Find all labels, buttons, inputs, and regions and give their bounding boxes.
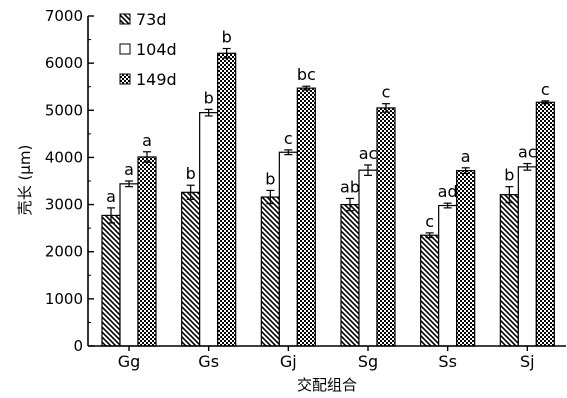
y-tick-label: 7000	[45, 7, 83, 25]
significance-label: b	[186, 164, 196, 183]
y-tick-label: 6000	[45, 54, 83, 72]
x-tick-label: Gg	[118, 352, 141, 371]
bar	[535, 101, 555, 347]
y-tick-label: 0	[73, 337, 83, 355]
significance-label: b	[222, 28, 232, 47]
significance-label: ad	[438, 182, 458, 201]
bar	[296, 87, 316, 347]
x-tick-label: Sg	[358, 352, 378, 371]
legend-label: 149d	[136, 70, 177, 89]
y-tick-label: 3000	[45, 196, 83, 214]
significance-label: c	[284, 129, 293, 148]
significance-label: a	[124, 160, 134, 179]
x-tick-label: Ss	[438, 352, 457, 371]
bar	[456, 170, 476, 347]
x-tick-label: Gj	[280, 352, 297, 371]
bar	[137, 156, 157, 347]
bar	[260, 196, 280, 347]
significance-label: c	[382, 83, 391, 102]
bar	[438, 204, 458, 347]
bar	[181, 191, 201, 347]
x-tick-label: Gs	[198, 352, 219, 371]
y-tick-label: 5000	[45, 101, 83, 119]
y-tick-label: 4000	[45, 148, 83, 166]
legend-label: 73d	[136, 10, 167, 29]
significance-label: bc	[297, 65, 316, 84]
y-axis-title: 壳长 (μm)	[16, 145, 34, 216]
bar	[199, 112, 219, 347]
y-tick-label: 2000	[45, 243, 83, 261]
significance-label: b	[204, 88, 214, 107]
bar	[119, 183, 139, 347]
legend-swatch	[119, 73, 131, 85]
significance-label: a	[461, 147, 471, 166]
bar	[101, 214, 121, 347]
bar	[358, 169, 378, 347]
significance-label: ab	[340, 177, 360, 196]
bar	[340, 203, 360, 347]
x-axis-title: 交配组合	[297, 376, 357, 394]
bar	[420, 234, 440, 347]
legend-label: 104d	[136, 40, 177, 59]
significance-label: a	[142, 131, 152, 150]
significance-label: a	[106, 187, 116, 206]
bar	[278, 151, 298, 347]
significance-label: c	[425, 212, 434, 231]
significance-label: ac	[518, 143, 537, 162]
x-tick-label: Sj	[520, 352, 535, 371]
significance-label: b	[265, 169, 275, 188]
significance-label: ac	[359, 144, 378, 163]
bar	[499, 194, 519, 347]
bar	[517, 166, 537, 347]
bar	[376, 107, 396, 347]
bar	[217, 52, 237, 347]
significance-label: c	[541, 80, 550, 99]
legend-swatch	[119, 43, 131, 55]
legend-swatch	[119, 13, 131, 25]
y-tick-label: 1000	[45, 290, 83, 308]
significance-label: b	[504, 166, 514, 185]
